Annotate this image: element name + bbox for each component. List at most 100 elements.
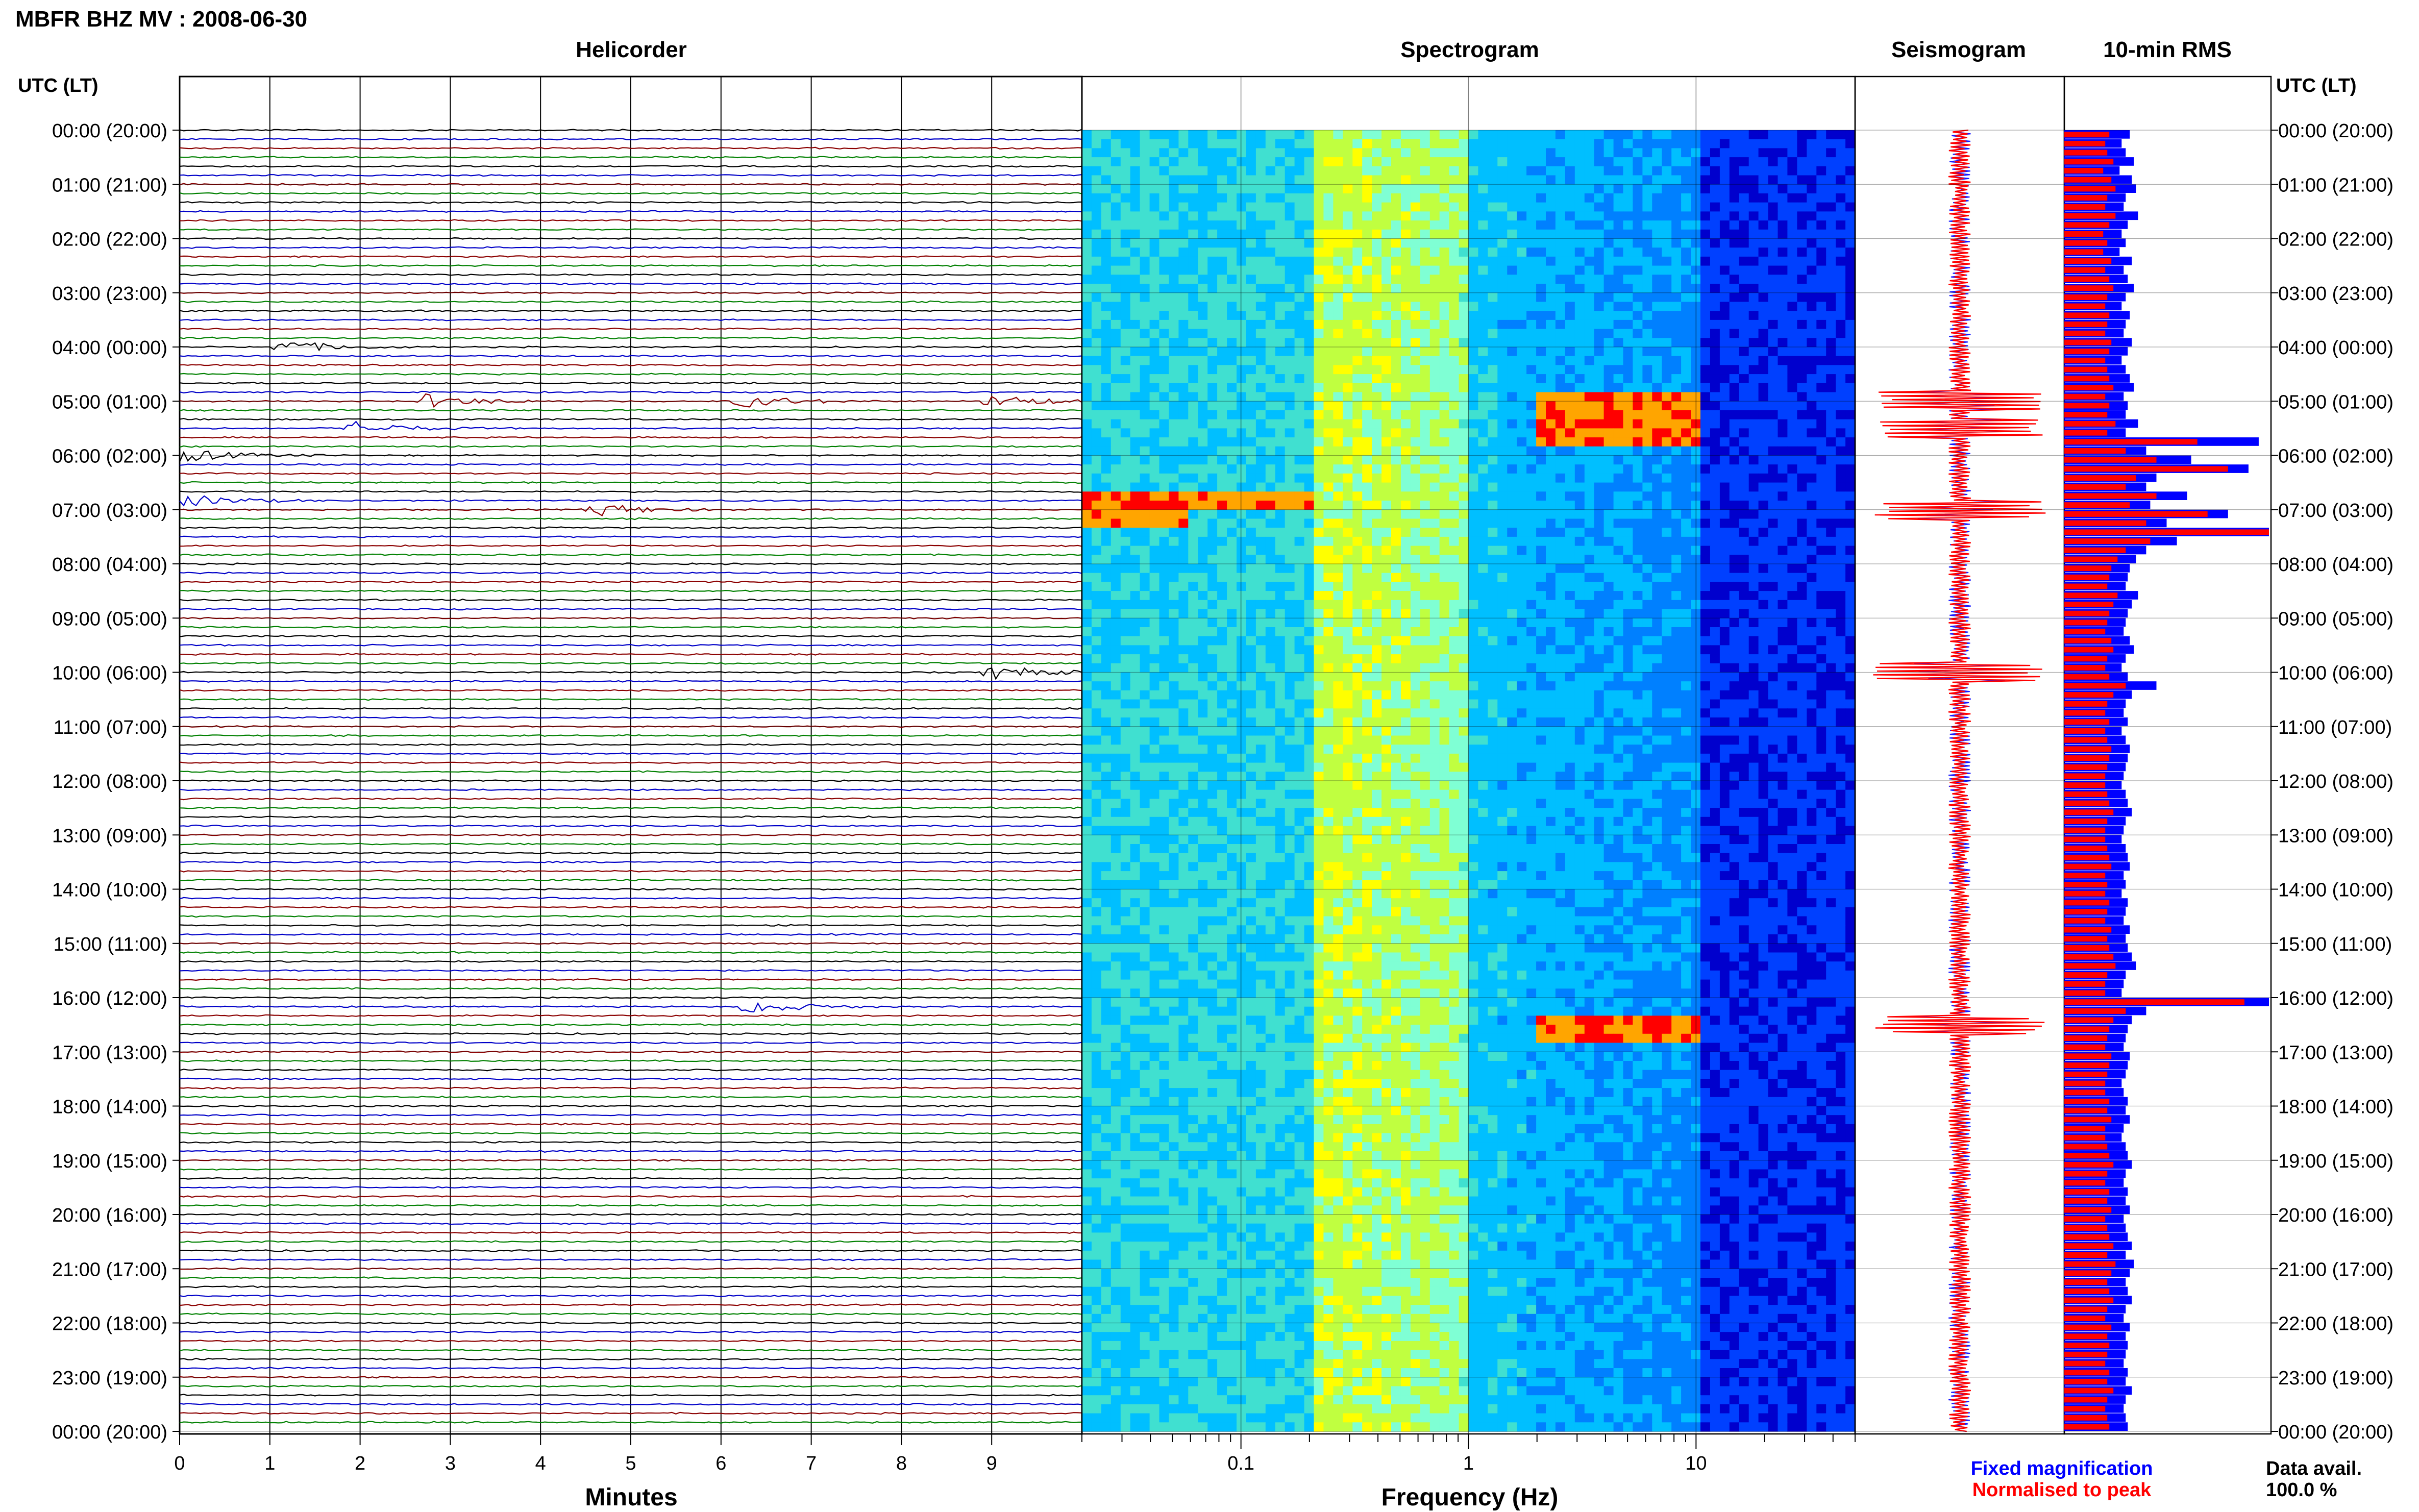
spectrogram-cell xyxy=(1642,582,1652,591)
spectrogram-cell xyxy=(1584,663,1595,673)
spectrogram-cell xyxy=(1845,247,1856,257)
spectrogram-cell xyxy=(1681,392,1691,402)
spectrogram-cell xyxy=(1101,437,1112,447)
spectrogram-cell xyxy=(1497,573,1508,582)
spectrogram-cell xyxy=(1265,329,1276,338)
spectrogram-cell xyxy=(1768,157,1779,167)
spectrogram-cell xyxy=(1082,410,1092,420)
spectrogram-cell xyxy=(1140,193,1150,203)
helicorder-trace xyxy=(179,417,1082,421)
spectrogram-cell xyxy=(1227,338,1237,348)
spectrogram-cell xyxy=(1275,175,1286,185)
spectrogram-cell xyxy=(1739,347,1749,357)
spectrogram-cell xyxy=(1594,356,1605,365)
spectrogram-cell xyxy=(1565,464,1575,474)
spectrogram-cell xyxy=(1526,419,1537,429)
spectrogram-cell xyxy=(1526,501,1537,510)
spectrogram-cell xyxy=(1140,374,1150,384)
spectrogram-cell xyxy=(1574,148,1585,158)
spectrogram-cell xyxy=(1778,663,1788,673)
spectrogram-cell xyxy=(1748,546,1759,555)
spectrogram-cell xyxy=(1507,356,1517,365)
spectrogram-cell xyxy=(1381,455,1392,465)
spectrogram-cell xyxy=(1082,338,1092,348)
spectrogram-cell xyxy=(1362,663,1372,673)
spectrogram-cell xyxy=(1603,220,1614,230)
spectrogram-cell xyxy=(1497,374,1508,384)
spectrogram-cell xyxy=(1739,428,1749,438)
spectrogram-cell xyxy=(1623,256,1633,266)
spectrogram-cell xyxy=(1652,166,1662,176)
spectrogram-cell xyxy=(1739,175,1749,185)
spectrogram-cell xyxy=(1468,509,1478,519)
spectrogram-cell xyxy=(1333,573,1343,582)
spectrogram-cell xyxy=(1526,663,1537,673)
spectrogram-cell xyxy=(1294,645,1305,655)
spectrogram-cell xyxy=(1642,528,1652,537)
spectrogram-cell xyxy=(1110,446,1121,456)
spectrogram-cell xyxy=(1758,654,1769,664)
spectrogram-cell xyxy=(1778,392,1788,402)
spectrogram-cell xyxy=(1323,329,1334,338)
helicorder-trace xyxy=(179,544,1082,548)
spectrogram-cell xyxy=(1623,193,1633,203)
spectrogram-cell xyxy=(1787,455,1797,465)
spectrogram-cell xyxy=(1237,618,1247,628)
spectrogram-cell xyxy=(1101,166,1112,176)
spectrogram-cell xyxy=(1082,473,1092,483)
spectrogram-cell xyxy=(1681,618,1691,628)
spectrogram-cell xyxy=(1748,473,1759,483)
spectrogram-cell xyxy=(1565,455,1575,465)
spectrogram-cell xyxy=(1623,229,1633,239)
spectrogram-cell xyxy=(1748,365,1759,375)
spectrogram-cell xyxy=(1536,501,1546,510)
spectrogram-cell xyxy=(1507,518,1517,528)
spectrogram-cell xyxy=(1468,501,1478,510)
spectrogram-cell xyxy=(1739,419,1749,429)
spectrogram-cell xyxy=(1652,591,1662,601)
spectrogram-cell xyxy=(1826,663,1836,673)
spectrogram-cell xyxy=(1671,482,1682,492)
spectrogram-cell xyxy=(1188,365,1198,375)
spectrogram-cell xyxy=(1082,582,1092,591)
spectrogram-cell xyxy=(1536,627,1546,637)
spectrogram-cell xyxy=(1603,157,1614,167)
spectrogram-cell xyxy=(1536,663,1546,673)
spectrogram-cell xyxy=(1555,319,1566,330)
spectrogram-cell xyxy=(1681,573,1691,582)
spectrogram-cell xyxy=(1826,193,1836,203)
spectrogram-cell xyxy=(1101,555,1112,564)
spectrogram-cell xyxy=(1217,374,1227,384)
spectrogram-cell xyxy=(1633,329,1643,338)
spectrogram-cell xyxy=(1391,482,1401,492)
spectrogram-cell xyxy=(1807,437,1817,447)
spectrogram-cell xyxy=(1091,401,1102,411)
spectrogram-cell xyxy=(1207,392,1218,402)
spectrogram-cell xyxy=(1845,501,1856,510)
spectrogram-cell xyxy=(1285,392,1295,402)
spectrogram-cell xyxy=(1333,455,1343,465)
spectrogram-cell xyxy=(1816,555,1826,564)
spectrogram-cell xyxy=(1110,663,1121,673)
spectrogram-cell xyxy=(1410,365,1421,375)
spectrogram-cell xyxy=(1449,473,1460,483)
spectrogram-cell xyxy=(1169,636,1179,646)
spectrogram-cell xyxy=(1410,591,1421,601)
spectrogram-cell xyxy=(1739,229,1749,239)
spectrogram-cell xyxy=(1807,275,1817,284)
spectrogram-cell xyxy=(1420,211,1430,221)
spectrogram-cell xyxy=(1565,392,1575,402)
spectrogram-cell xyxy=(1188,275,1198,284)
spectrogram-cell xyxy=(1449,555,1460,564)
spectrogram-cell xyxy=(1198,175,1208,185)
spectrogram-cell xyxy=(1536,275,1546,284)
spectrogram-cell xyxy=(1429,130,1440,140)
spectrogram-cell xyxy=(1420,528,1430,537)
spectrogram-cell xyxy=(1352,428,1363,438)
spectrogram-cell xyxy=(1662,627,1672,637)
spectrogram-cell xyxy=(1681,600,1691,610)
spectrogram-cell xyxy=(1739,284,1749,293)
spectrogram-cell xyxy=(1758,184,1769,194)
helicorder-trace xyxy=(179,752,1082,755)
spectrogram-cell xyxy=(1304,627,1315,637)
